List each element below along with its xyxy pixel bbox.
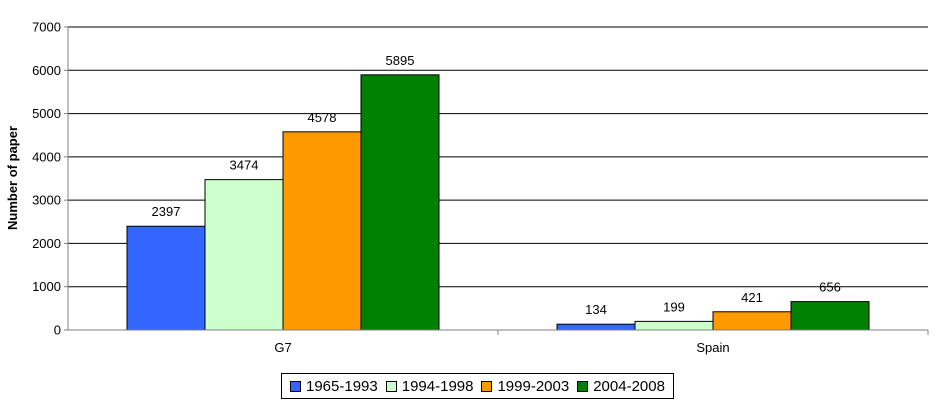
legend-label: 2004-2008 [593,377,665,395]
data-label: 2397 [152,204,181,219]
y-tick-label: 2000 [32,236,61,251]
legend-swatch [385,380,397,392]
x-category-label: G7 [274,340,291,355]
data-label: 3474 [230,158,259,173]
y-tick-label: 1000 [32,279,61,294]
legend-label: 1994-1998 [401,377,474,395]
y-axis-label: Number of paper [5,126,20,230]
data-label: 5895 [386,53,415,68]
y-tick-label: 5000 [32,106,61,121]
bar [126,225,206,331]
data-labels: 2397 3474 4578 5895 134 199 421 656 [152,53,841,317]
legend-label: 1965-1993 [306,377,378,395]
data-label: 4578 [308,110,337,125]
y-tick-label: 3000 [32,193,61,208]
y-tick-label: 4000 [32,149,61,164]
legend-item: 1999-2003 [481,378,569,395]
legend-swatch [481,380,493,392]
bar [790,301,870,331]
bar [634,320,714,331]
y-tick-label: 6000 [32,63,61,78]
bar [360,74,440,331]
legend: 1965-1993 1994-1998 1999-2003 2004-2008 [281,373,674,399]
data-label: 421 [741,290,763,305]
bar [712,311,792,331]
legend-item: 1965-1993 [290,378,378,395]
x-axis-categories: G7 Spain [274,330,929,355]
legend-item: 1994-1998 [385,377,474,395]
legend-swatch [290,380,301,392]
bar [204,179,284,331]
data-label: 199 [663,299,685,314]
legend-item: 2004-2008 [577,378,665,395]
legend-label: 1999-2003 [497,377,570,395]
y-axis-ticks: 0 1000 2000 3000 4000 5000 6000 7000 [32,20,68,338]
legend-swatch [577,380,589,392]
data-label: 656 [819,280,841,295]
bars [126,74,870,331]
y-tick-label: 0 [54,323,61,338]
y-tick-label: 7000 [32,20,61,35]
bar [282,131,362,331]
data-label: 134 [585,302,607,317]
bar [556,323,636,331]
x-category-label: Spain [696,340,729,355]
